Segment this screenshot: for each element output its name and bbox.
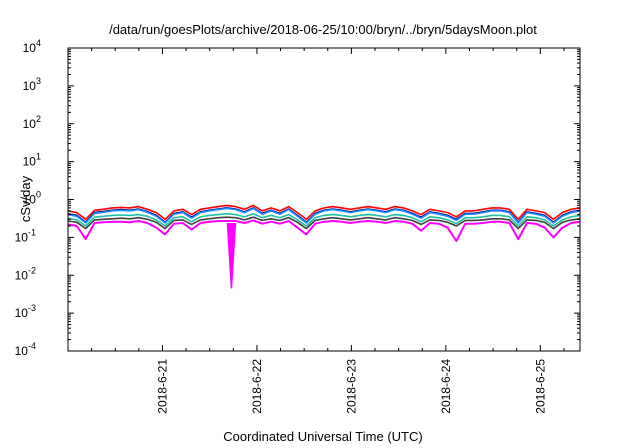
series-line xyxy=(67,204,581,221)
y-tick-label: 101 xyxy=(23,152,41,169)
y-axis: 10-4 10-3 10-2 10-1 100 101 102 103 104 xyxy=(15,38,580,358)
y-tick-label: 10-3 xyxy=(15,303,36,320)
y-tick-label: 10-2 xyxy=(15,265,36,282)
x-tick-label: 2018-6-25 xyxy=(533,359,547,414)
series-dip xyxy=(226,222,237,289)
y-tick-label: 103 xyxy=(23,76,41,93)
y-tick-label: 10-1 xyxy=(15,227,36,244)
y-tick-label: 104 xyxy=(23,38,41,55)
x-tick-label: 2018-6-22 xyxy=(250,359,264,414)
series-line xyxy=(67,219,581,242)
x-tick-label: 2018-6-23 xyxy=(344,359,358,414)
series-line xyxy=(67,213,581,227)
x-axis-label: Coordinated Universal Time (UTC) xyxy=(223,429,422,444)
plot-frame xyxy=(67,47,581,352)
series-line xyxy=(67,216,581,230)
x-axis: 2018-6-21 2018-6-22 2018-6-23 2018-6-24 2018… xyxy=(91,48,565,414)
chart-title: /data/run/goesPlots/archive/2018-06-25/1… xyxy=(109,22,537,37)
y-tick-label: 102 xyxy=(23,114,41,131)
series-layer xyxy=(67,204,581,289)
x-tick-label: 2018-6-24 xyxy=(439,359,453,414)
y-tick-label: 10-4 xyxy=(15,341,36,358)
y-axis-label: cSv/day xyxy=(18,175,33,222)
series-line xyxy=(67,207,581,224)
y-tick-label: 100 xyxy=(23,190,41,207)
x-tick-label: 2018-6-21 xyxy=(155,359,169,414)
